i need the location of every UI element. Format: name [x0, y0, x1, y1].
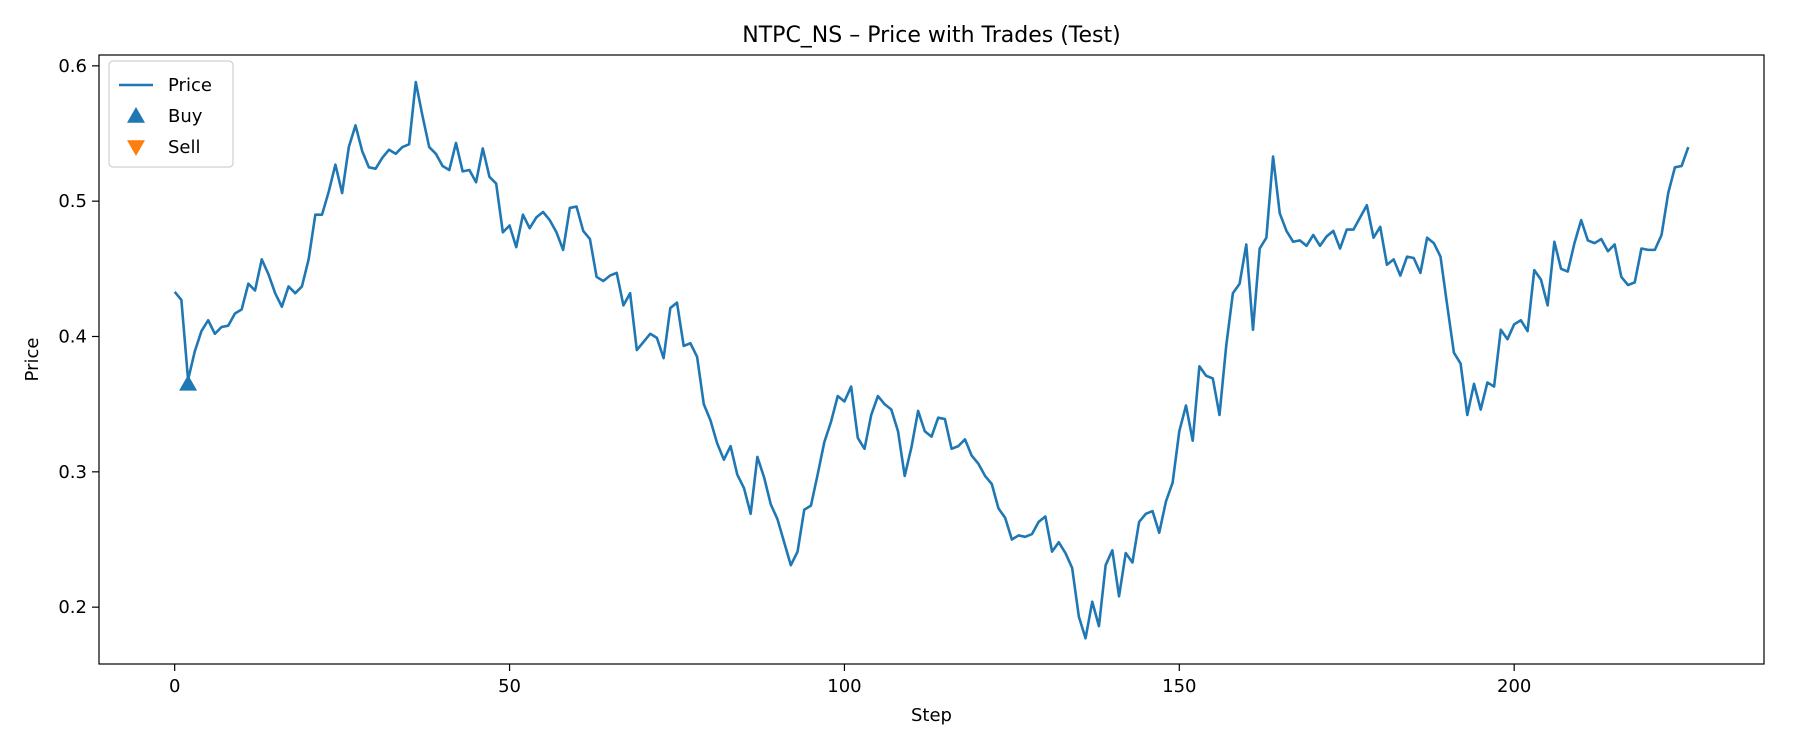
legend-label-sell: Sell: [168, 137, 201, 158]
y-tick-label: 0.3: [58, 462, 87, 483]
buy-marker: [179, 374, 198, 391]
y-tick-label: 0.5: [58, 191, 87, 212]
y-tick-label: 0.2: [58, 597, 87, 618]
y-tick-label: 0.4: [58, 326, 87, 347]
y-axis-label: Price: [22, 338, 43, 382]
legend-label-buy: Buy: [168, 106, 203, 127]
series-layer: [173, 80, 1690, 640]
y-axis: 0.2 0.3 0.4 0.5 0.6: [58, 56, 99, 618]
x-tick-label: 50: [498, 676, 521, 697]
price-line: [173, 80, 1690, 640]
x-tick-label: 100: [827, 676, 861, 697]
legend-sell-swatch: [127, 140, 145, 156]
y-tick-label: 0.6: [58, 56, 87, 77]
trade-markers: [179, 374, 198, 391]
legend-buy-swatch: [127, 107, 145, 123]
x-tick-label: 150: [1162, 676, 1196, 697]
legend: Price Buy Sell: [108, 60, 234, 168]
chart-title: NTPC_NS – Price with Trades (Test): [742, 23, 1120, 48]
x-tick-label: 200: [1497, 676, 1531, 697]
x-tick-label: 0: [169, 676, 180, 697]
legend-label-price: Price: [168, 75, 212, 96]
plot-area: [98, 54, 1765, 665]
x-axis: 0 50 100 150 200: [169, 664, 1531, 697]
x-axis-label: Step: [911, 705, 952, 726]
